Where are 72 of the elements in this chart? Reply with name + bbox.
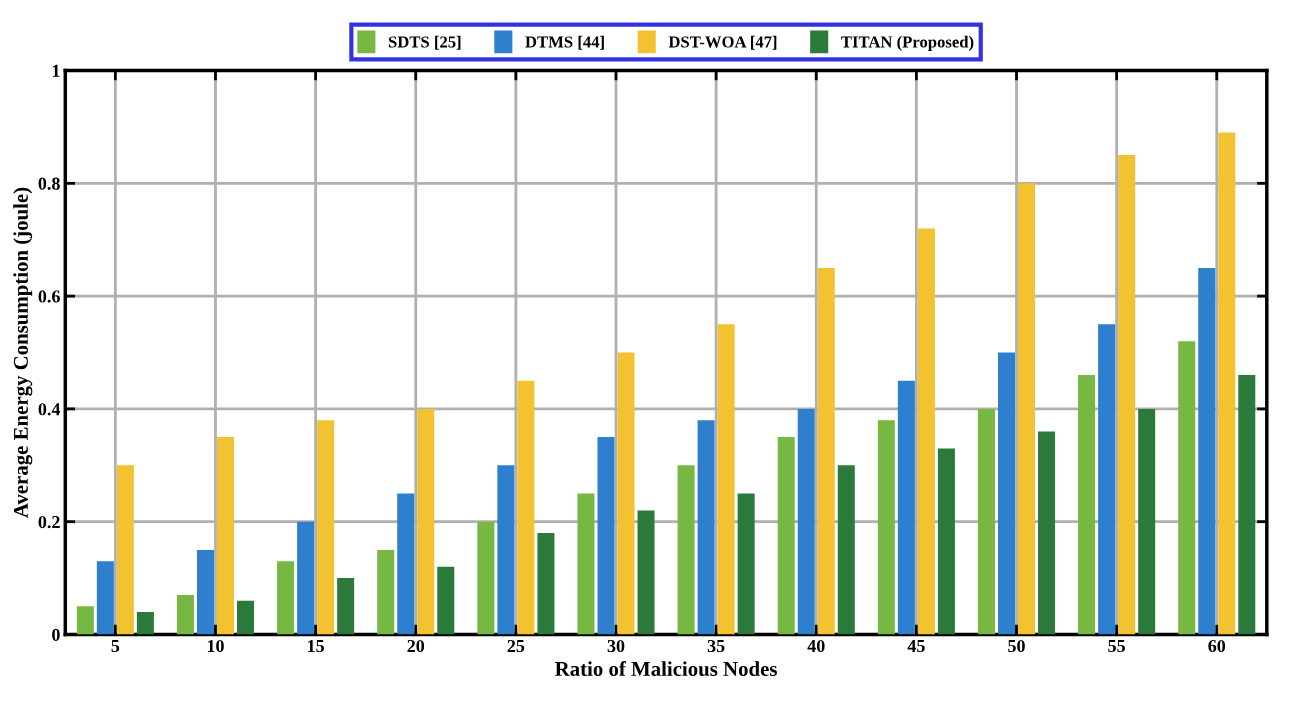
bar bbox=[837, 465, 855, 635]
bar bbox=[76, 606, 94, 635]
x-tick-label: 50 bbox=[1008, 639, 1025, 653]
x-tick-label: 20 bbox=[407, 639, 425, 653]
bar bbox=[917, 228, 935, 635]
bar bbox=[497, 465, 515, 635]
x-axis-title: Ratio of Malicious Nodes bbox=[555, 661, 777, 676]
bar bbox=[577, 493, 595, 635]
x-tick-label: 35 bbox=[707, 639, 725, 653]
bar bbox=[437, 566, 455, 635]
bar bbox=[136, 611, 154, 635]
x-tick-label: 55 bbox=[1108, 640, 1125, 653]
legend-label: DTMS [44] bbox=[525, 35, 604, 50]
bar bbox=[1138, 408, 1156, 635]
x-tick-label: 25 bbox=[507, 639, 525, 653]
bar bbox=[1078, 375, 1096, 635]
y-tick-label: 0.2 bbox=[38, 515, 60, 529]
bar bbox=[297, 521, 315, 635]
x-tick-label: 10 bbox=[207, 639, 224, 653]
bar bbox=[337, 578, 355, 635]
bar bbox=[877, 420, 895, 635]
bar bbox=[1018, 183, 1036, 635]
bar bbox=[1218, 132, 1236, 635]
bar bbox=[637, 510, 655, 635]
bar bbox=[277, 561, 295, 635]
bar bbox=[797, 408, 815, 635]
bar bbox=[617, 352, 635, 635]
bar bbox=[377, 549, 395, 635]
bar bbox=[677, 465, 695, 635]
bar bbox=[1038, 431, 1056, 635]
bar bbox=[717, 324, 735, 635]
bar bbox=[216, 437, 235, 635]
bar bbox=[1238, 375, 1256, 635]
bar bbox=[1198, 267, 1216, 635]
y-tick-label: 1 bbox=[52, 64, 60, 77]
bar bbox=[196, 549, 214, 635]
legend-label: SDTS [25] bbox=[388, 35, 461, 50]
x-tick-label: 15 bbox=[308, 639, 324, 653]
bar bbox=[116, 465, 134, 635]
bar bbox=[317, 420, 335, 635]
bar bbox=[417, 408, 435, 635]
bar bbox=[997, 352, 1015, 635]
y-tick-label: 0 bbox=[52, 628, 60, 641]
y-tick-label: 0.6 bbox=[38, 290, 60, 303]
bar bbox=[817, 267, 835, 635]
bar bbox=[937, 448, 955, 635]
x-tick-label: 40 bbox=[807, 639, 825, 653]
bar bbox=[737, 493, 755, 635]
bar bbox=[1118, 155, 1136, 635]
bar bbox=[897, 380, 915, 635]
legend-label: TITAN (Proposed) bbox=[841, 35, 974, 51]
bar bbox=[597, 437, 615, 635]
bar bbox=[697, 420, 715, 635]
x-tick-label: 30 bbox=[607, 639, 625, 653]
bar bbox=[96, 561, 114, 635]
legend-label: DST-WOA [47] bbox=[668, 35, 777, 50]
y-tick-label: 0.4 bbox=[38, 403, 61, 416]
bar bbox=[397, 493, 415, 635]
bar bbox=[977, 408, 995, 635]
y-axis-title: Average Energy Consumption (joule) bbox=[13, 187, 33, 518]
bar bbox=[237, 600, 255, 635]
bar bbox=[1098, 324, 1116, 635]
bar bbox=[1178, 341, 1196, 635]
bar bbox=[176, 595, 194, 635]
bar bbox=[517, 380, 535, 635]
y-tick-label: 0.8 bbox=[38, 177, 60, 190]
bar bbox=[477, 521, 495, 635]
bar bbox=[777, 437, 795, 635]
x-tick-label: 45 bbox=[907, 640, 925, 653]
bar bbox=[537, 532, 555, 635]
x-tick-label: 5 bbox=[111, 640, 120, 653]
x-tick-label: 60 bbox=[1208, 639, 1226, 653]
